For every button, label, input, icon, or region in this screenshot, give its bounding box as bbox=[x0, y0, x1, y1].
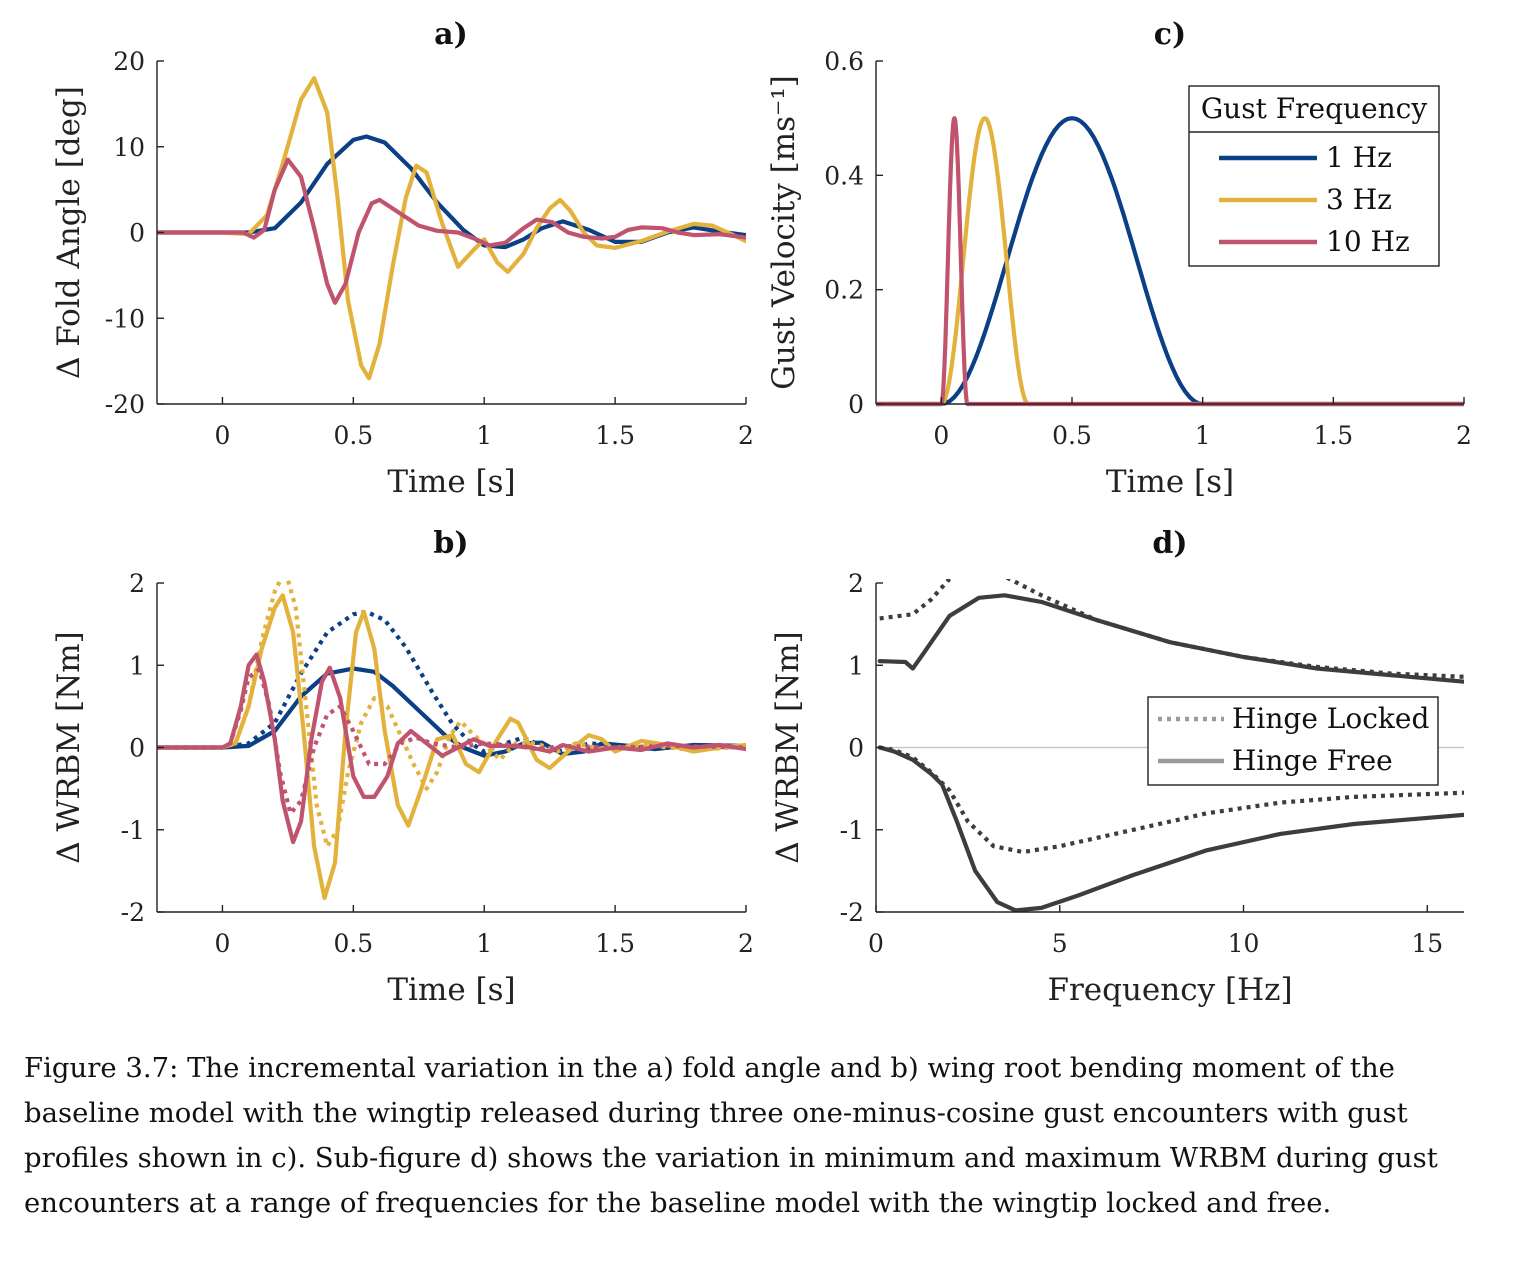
series-group bbox=[157, 579, 746, 901]
y-tick-label: -1 bbox=[121, 816, 145, 845]
legend-label: 3 Hz bbox=[1326, 183, 1392, 216]
y-tick-label: -10 bbox=[105, 304, 145, 333]
series-line-d-0 bbox=[879, 579, 1464, 679]
panel-d: d) 0 5 10 15 -2 -1 0 1 2 Frequency [Hz] Δ WRBM [Nm]… bbox=[770, 526, 1464, 1008]
series-line-b-5 bbox=[157, 667, 746, 816]
series-group bbox=[877, 579, 1464, 913]
x-tick-label: 0 bbox=[868, 929, 884, 958]
legend-label: 1 Hz bbox=[1326, 141, 1392, 174]
series-line-b-2 bbox=[157, 593, 746, 901]
series-line-b-1 bbox=[157, 609, 746, 754]
y-tick-label: 0.4 bbox=[824, 161, 864, 190]
y-tick-label: -2 bbox=[121, 898, 145, 927]
series-group bbox=[876, 116, 1464, 407]
x-tick-label: 2 bbox=[738, 929, 754, 958]
x-tick-label: 0 bbox=[214, 421, 230, 450]
x-tick-label: 2 bbox=[1456, 421, 1472, 450]
y-tick-label: 0.6 bbox=[824, 47, 864, 76]
x-tick-label: 5 bbox=[1052, 929, 1068, 958]
y-axis-label: Gust Velocity [ms⁻¹] bbox=[766, 75, 802, 390]
y-tick-label: 0 bbox=[848, 734, 864, 763]
series-line-c-0 bbox=[876, 116, 1464, 407]
x-tick-label: 0.5 bbox=[333, 421, 373, 450]
x-tick-label: 1.5 bbox=[1313, 421, 1353, 450]
legend: Gust Frequency 1 Hz 3 Hz 10 Hz bbox=[1188, 85, 1440, 267]
figure-caption: Figure 3.7: The incremental variation in… bbox=[24, 1052, 1438, 1219]
panel-c: c) 0 0.5 1 1.5 2 0 0.2 0.4 0.6 Time [s] Gust Veloci… bbox=[766, 17, 1472, 500]
x-axis-label: Frequency [Hz] bbox=[1047, 972, 1292, 1008]
legend-label: 10 Hz bbox=[1326, 225, 1410, 258]
series-group bbox=[157, 76, 746, 381]
y-tick-label: 0 bbox=[129, 734, 145, 763]
series-line-d-3 bbox=[877, 745, 1464, 913]
x-tick-label: 0 bbox=[933, 421, 949, 450]
y-tick-label: 10 bbox=[113, 133, 145, 162]
series-line-b-3 bbox=[157, 579, 746, 849]
x-tick-label: 1 bbox=[1195, 421, 1211, 450]
series-line-b-4 bbox=[157, 652, 746, 845]
x-tick-label: 1.5 bbox=[595, 421, 635, 450]
x-tick-label: 1 bbox=[476, 929, 492, 958]
x-tick-label: 1.5 bbox=[595, 929, 635, 958]
series-line-c-1 bbox=[876, 116, 1464, 407]
panel-a: a) 0 0.5 1 1.5 2 -20 -10 0 10 20 Time [s] Δ Fold Ang… bbox=[51, 17, 754, 500]
x-tick-label: 0.5 bbox=[1052, 421, 1092, 450]
legend-box bbox=[1188, 85, 1440, 267]
y-tick-label: 0 bbox=[848, 390, 864, 419]
x-axis-label: Time [s] bbox=[387, 972, 515, 1008]
x-tick-label: 0.5 bbox=[333, 929, 373, 958]
x-axis-label: Time [s] bbox=[387, 464, 515, 500]
legend-label: Hinge Free bbox=[1232, 744, 1393, 777]
y-tick-label: -20 bbox=[105, 390, 145, 419]
y-tick-label: 1 bbox=[848, 651, 864, 680]
legend: Hinge Locked Hinge Free bbox=[1147, 696, 1439, 786]
y-tick-label: 0.2 bbox=[824, 276, 864, 305]
x-tick-label: 1 bbox=[476, 421, 492, 450]
panel-title-d: d) bbox=[1152, 526, 1187, 561]
x-tick-label: 2 bbox=[738, 421, 754, 450]
legend-box bbox=[1147, 696, 1439, 786]
series-line-c-2 bbox=[876, 116, 1464, 407]
x-tick-label: 15 bbox=[1411, 929, 1443, 958]
x-tick-label: 10 bbox=[1228, 929, 1260, 958]
panel-b: b) 0 0.5 1 1.5 2 -2 -1 0 1 2 Time [s] Δ WRBM [Nm] bbox=[51, 526, 754, 1008]
panel-title-c: c) bbox=[1154, 17, 1186, 52]
y-tick-label: 20 bbox=[113, 47, 145, 76]
series-line-a-1 bbox=[157, 76, 746, 381]
series-line-a-2 bbox=[157, 157, 746, 305]
y-tick-label: 0 bbox=[129, 219, 145, 248]
y-tick-label: -2 bbox=[840, 898, 864, 927]
y-tick-label: 2 bbox=[848, 569, 864, 598]
panel-title-b: b) bbox=[433, 526, 468, 561]
y-axis-label: Δ WRBM [Nm] bbox=[770, 631, 806, 864]
y-axis-label: Δ WRBM [Nm] bbox=[51, 631, 87, 864]
y-axis-label: Δ Fold Angle [deg] bbox=[51, 86, 87, 379]
y-tick-label: 2 bbox=[129, 569, 145, 598]
legend-label: Hinge Locked bbox=[1232, 702, 1429, 735]
x-tick-label: 0 bbox=[214, 929, 230, 958]
panel-title-a: a) bbox=[434, 17, 468, 52]
y-tick-label: 1 bbox=[129, 651, 145, 680]
series-line-d-1 bbox=[877, 593, 1464, 684]
x-axis-label: Time [s] bbox=[1106, 464, 1234, 500]
legend-title: Gust Frequency bbox=[1201, 92, 1428, 125]
y-tick-label: -1 bbox=[840, 816, 864, 845]
